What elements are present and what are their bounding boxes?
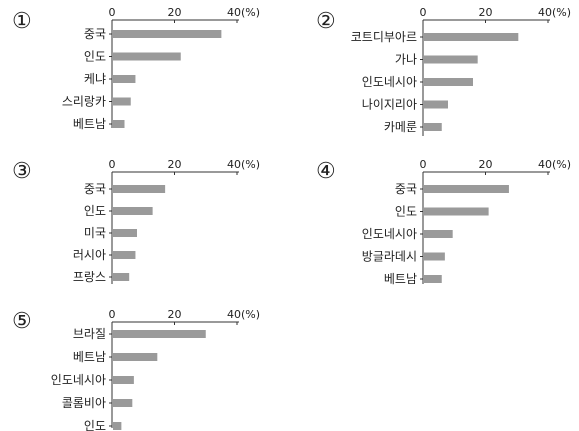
panel-number-label: ④ — [316, 159, 336, 184]
x-tick-label: 40(%) — [538, 6, 571, 19]
bar-1 — [113, 30, 222, 38]
category-label: 베트남 — [73, 350, 106, 364]
bar-1 — [424, 185, 509, 193]
bar-5 — [424, 123, 442, 131]
x-tick-label: 0 — [420, 6, 427, 19]
x-tick-label: 20 — [168, 158, 182, 171]
x-tick-label: 40(%) — [227, 158, 260, 171]
category-label: 나이지리아 — [362, 98, 417, 112]
category-label: 인도네시아 — [362, 75, 417, 89]
bar-4 — [424, 100, 448, 109]
bar-4 — [424, 252, 445, 261]
bar-1 — [113, 185, 166, 193]
category-label: 카메룬 — [384, 120, 417, 134]
category-label: 중국 — [84, 27, 106, 41]
bar-4 — [113, 97, 131, 106]
category-label: 스리랑카 — [62, 95, 106, 109]
panel-number-label: ⑤ — [12, 309, 32, 334]
category-label: 인도 — [84, 50, 106, 64]
x-tick-label: 0 — [109, 158, 116, 171]
category-label: 인도네시아 — [362, 227, 417, 241]
category-label: 방글라데시 — [362, 250, 417, 264]
bar-3 — [113, 229, 137, 237]
x-tick-label: 40(%) — [538, 158, 571, 171]
bar-5 — [113, 273, 130, 281]
panel-number-label: ③ — [12, 159, 32, 184]
x-tick-label: 0 — [109, 6, 116, 19]
x-tick-label: 40(%) — [227, 308, 260, 321]
category-label: 콜롬비아 — [62, 396, 106, 410]
category-label: 프랑스 — [73, 270, 106, 284]
bar-1 — [113, 330, 206, 338]
category-label: 베트남 — [384, 272, 417, 286]
x-tick-label: 20 — [168, 6, 182, 19]
category-label: 인도 — [84, 419, 106, 431]
panel-number-label: ① — [12, 9, 32, 34]
bar-5 — [113, 120, 125, 128]
category-label: 코트디부아르 — [351, 30, 417, 44]
x-tick-label: 0 — [420, 158, 427, 171]
category-label: 케냐 — [84, 72, 106, 86]
bar-3 — [424, 230, 453, 238]
category-label: 베트남 — [73, 117, 106, 131]
category-label: 미국 — [84, 226, 106, 240]
x-tick-label: 20 — [168, 308, 182, 321]
category-label: 인도 — [84, 204, 106, 218]
bar-2 — [113, 207, 153, 215]
x-tick-label: 20 — [479, 6, 493, 19]
category-label: 브라질 — [73, 327, 106, 341]
category-label: 중국 — [395, 182, 417, 196]
bar-5 — [113, 422, 122, 430]
category-label: 러시아 — [73, 248, 106, 262]
panel-number-label: ② — [316, 9, 336, 34]
x-tick-label: 40(%) — [227, 6, 260, 19]
bar-3 — [113, 75, 136, 83]
bar-2 — [113, 52, 181, 61]
category-label: 인도 — [395, 205, 417, 219]
bar-1 — [424, 33, 519, 41]
category-label: 가나 — [395, 53, 417, 67]
bar-3 — [113, 376, 134, 384]
category-label: 중국 — [84, 182, 106, 196]
bar-4 — [113, 399, 133, 407]
category-label: 인도네시아 — [51, 373, 106, 387]
bar-2 — [424, 55, 478, 64]
bar-5 — [424, 275, 442, 283]
bar-3 — [424, 78, 473, 86]
bar-4 — [113, 251, 136, 259]
x-tick-label: 0 — [109, 308, 116, 321]
bar-2 — [424, 207, 489, 216]
x-tick-label: 20 — [479, 158, 493, 171]
bar-2 — [113, 353, 158, 361]
